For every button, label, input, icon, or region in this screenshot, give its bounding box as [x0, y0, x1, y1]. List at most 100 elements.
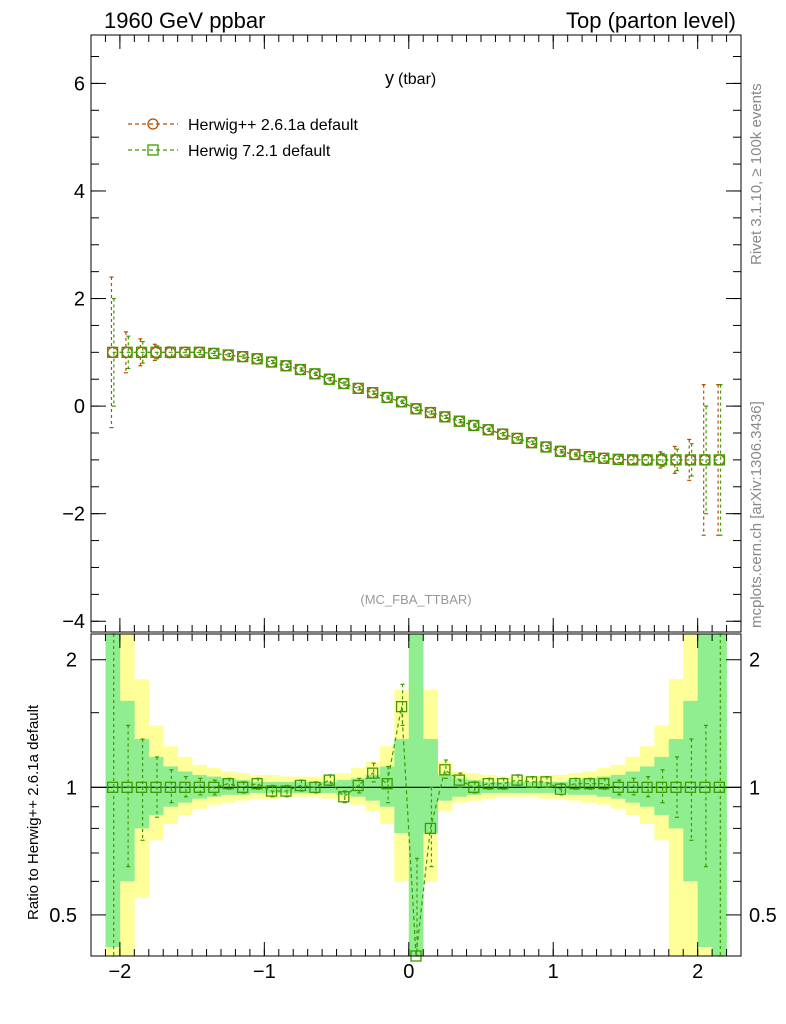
data-point-herwig7: [395, 396, 408, 408]
data-point-herwigpp: [525, 437, 538, 449]
uncertainty-band-inner: [134, 739, 150, 829]
ratio-data-point: [193, 781, 205, 793]
data-point-herwig7: [540, 441, 552, 453]
series-line-herwig7: [112, 351, 720, 461]
uncertainty-band-inner: [639, 766, 655, 807]
data-point-herwig7: [453, 415, 465, 427]
ratio-data-point: [222, 778, 234, 790]
main-axis-ticks: −4 −2 0 2 4 6: [62, 35, 742, 633]
main-y-tick-label: −4: [62, 611, 85, 633]
main-y-tick-label: 0: [74, 396, 85, 418]
ratio-y-tick-label-right: 1: [749, 777, 760, 799]
ratio-data-point: [670, 781, 682, 793]
ratio-data-point: [627, 781, 639, 793]
data-point-herwig7: [554, 445, 567, 457]
ratio-data-point: [251, 778, 263, 790]
data-point-herwig7: [121, 346, 133, 358]
ratio-y-tick-label: 2: [66, 650, 77, 672]
data-point-herwig7: [670, 454, 682, 466]
data-point-herwigpp: [439, 411, 451, 423]
main-y-tick-label: −2: [62, 504, 85, 526]
data-point-herwig7: [150, 346, 162, 358]
uncertainty-band-inner: [712, 634, 727, 956]
data-point-herwigpp: [352, 382, 364, 395]
ratio-data-point: [612, 781, 624, 793]
uncertainty-band-inner: [221, 778, 236, 795]
data-point-herwig7: [280, 360, 292, 372]
main-y-tick-label: 6: [74, 73, 85, 95]
ratio-data-point: [280, 785, 292, 797]
data-point-herwigpp: [265, 356, 278, 368]
ratio-series-line: [112, 706, 720, 957]
ratio-data-point: [511, 774, 523, 786]
data-point-herwig7: [655, 454, 668, 466]
data-point-herwig7: [482, 424, 494, 436]
ratio-data-point: [684, 781, 697, 793]
data-point-herwig7: [164, 346, 177, 358]
ratio-data-point: [338, 791, 350, 803]
ratio-data-point: [121, 781, 133, 793]
mcplots-label: mcplots.cern.ch [arXiv:1306.3436]: [748, 401, 765, 628]
x-tick-label: 1: [548, 961, 559, 983]
uncertainty-band-inner: [408, 634, 424, 956]
ratio-y-tick-label: 0.5: [49, 905, 77, 927]
x-tick-label: −2: [108, 961, 131, 983]
data-point-herwig7: [338, 377, 350, 390]
data-point-herwig7: [294, 363, 307, 376]
data-point-herwig7: [468, 419, 480, 432]
main-y-tick-label: 4: [74, 181, 85, 203]
ratio-data-point: [309, 781, 321, 793]
ratio-data-point: [208, 781, 220, 793]
ratio-data-point: [367, 767, 379, 779]
ratio-bands: [105, 634, 727, 956]
data-point-herwigpp: [367, 387, 379, 399]
data-point-herwigpp: [424, 406, 437, 419]
rivet-version-label: Rivet 3.1.10, ≥ 100k events: [748, 83, 765, 265]
legend: Herwig++ 2.6.1a default Herwig 7.2.1 def…: [128, 117, 358, 160]
uncertainty-band-inner: [582, 778, 597, 795]
data-point-herwig7: [410, 403, 422, 415]
ratio-data-point: [179, 781, 191, 793]
x-tick-label: 0: [403, 961, 414, 983]
data-point-herwig7: [381, 391, 393, 404]
ratio-data-point: [424, 822, 437, 835]
data-point-herwig7: [323, 373, 335, 385]
ratio-data-layer: [91, 633, 741, 962]
ratio-data-point: [641, 781, 653, 793]
ratio-data-point: [265, 785, 278, 797]
legend-entry-herwigpp: Herwig++ 2.6.1a default: [128, 117, 358, 134]
legend-label-herwig7: Herwig 7.2.1 default: [188, 143, 331, 160]
data-point-herwig7: [193, 346, 205, 358]
uncertainty-band-inner: [423, 739, 438, 834]
data-point-herwig7: [583, 451, 595, 463]
data-point-herwigpp: [540, 441, 552, 453]
ratio-data-point: [569, 778, 581, 790]
ratio-data-point: [540, 776, 552, 788]
data-point-herwig7: [265, 356, 278, 368]
ratio-data-point: [352, 779, 364, 792]
uncertainty-band-inner: [654, 756, 670, 816]
uncertainty-band-inner: [596, 776, 612, 797]
uncertainty-band-inner: [697, 634, 713, 948]
ratio-data-point: [294, 779, 307, 792]
data-point-herwigpp: [453, 415, 465, 427]
analysis-tag: (MC_FBA_TTBAR): [360, 592, 471, 607]
data-point-herwig7: [352, 382, 364, 395]
ratio-data-point: [583, 778, 595, 790]
legend-entry-herwig7: Herwig 7.2.1 default: [128, 143, 331, 160]
ratio-data-point: [237, 781, 249, 793]
data-point-herwig7: [107, 346, 119, 358]
uncertainty-band-inner: [119, 700, 135, 882]
ratio-data-point: [699, 781, 711, 793]
ratio-data-point: [323, 774, 335, 786]
main-panel: −4 −2 0 2 4 6 y (tbar) (MC_FBA_TTBAR) Herwig+…: [62, 34, 742, 633]
x-tick-label: −1: [253, 961, 276, 983]
main-panel-frame: [90, 34, 742, 633]
data-point-herwig7: [424, 406, 437, 419]
data-point-herwig7: [684, 454, 697, 466]
uncertainty-band-inner: [379, 766, 395, 807]
legend-label-herwigpp: Herwig++ 2.6.1a default: [188, 117, 358, 134]
data-point-herwigpp: [280, 360, 292, 372]
ratio-panel-frame: [90, 633, 742, 957]
ratio-data-point: [655, 781, 668, 793]
